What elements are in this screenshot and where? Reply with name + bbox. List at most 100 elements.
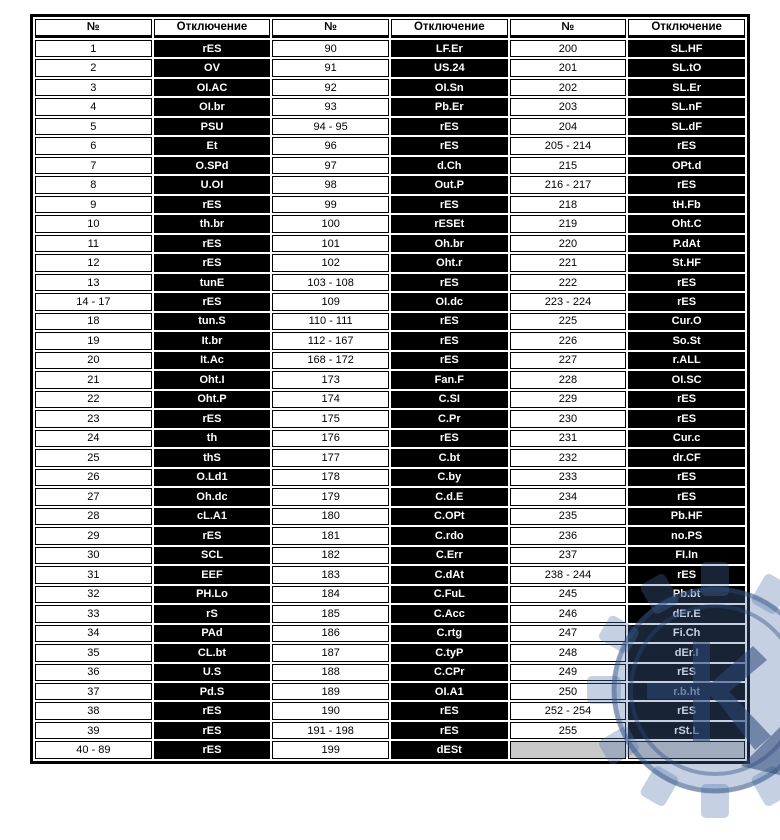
trip-number-cell: 201 — [509, 59, 627, 77]
trip-code-cell: CL.bt — [153, 644, 271, 662]
trip-code-cell: Oht.r — [390, 254, 508, 272]
table-row: 10 th.br 100 rESEt 219 Oht.C — [35, 215, 745, 233]
trip-number-cell: 231 — [509, 429, 627, 448]
table-row: 18 tun.S 110 - 111 rES 225 Cur.O — [35, 312, 745, 331]
trip-code-cell: rES — [390, 273, 508, 292]
trip-number-cell: 99 — [272, 195, 389, 214]
trip-code-cell: Cur.O — [628, 312, 745, 331]
column-header-trip: Отключение — [390, 19, 508, 38]
trip-number-cell: 14 - 17 — [35, 293, 152, 311]
trip-code-cell: rES — [628, 488, 745, 506]
trip-number-cell: 12 — [35, 254, 152, 272]
trip-number-cell: 183 — [272, 566, 389, 584]
trip-code-table: № Отключение № Отключение № Отключение 1… — [30, 14, 750, 764]
trip-number-cell: 94 - 95 — [272, 117, 389, 136]
trip-code-cell: rES — [153, 527, 271, 545]
table-row: 4 OI.br 93 Pb.Er 203 SL.nF — [35, 98, 745, 116]
trip-number-cell: 237 — [509, 546, 627, 565]
trip-number-cell: 19 — [35, 332, 152, 350]
trip-number-cell: 33 — [35, 605, 152, 623]
table-row: 39 rES 191 - 198 rES 255 rSt.L — [35, 721, 745, 740]
trip-number-cell: 184 — [272, 585, 389, 604]
trip-number-cell: 168 - 172 — [272, 351, 389, 370]
trip-number-cell: 223 - 224 — [509, 293, 627, 311]
trip-code-cell: OI.Sn — [390, 78, 508, 97]
trip-number-cell: 102 — [272, 254, 389, 272]
trip-code-cell: rES — [153, 195, 271, 214]
trip-number-cell: 200 — [509, 40, 627, 58]
trip-number-cell: 188 — [272, 663, 389, 681]
trip-code-cell: th — [153, 429, 271, 448]
trip-code-cell: rES — [153, 234, 271, 253]
empty-cell — [628, 741, 745, 759]
trip-number-cell: 24 — [35, 429, 152, 448]
trip-code-cell: PSU — [153, 117, 271, 136]
trip-code-cell: OI.AC — [153, 78, 271, 97]
trip-code-cell: rES — [390, 721, 508, 740]
trip-number-cell: 180 — [272, 507, 389, 526]
table-row: 31 EEF 183 C.dAt 238 - 244 rES — [35, 566, 745, 584]
trip-code-cell: It.br — [153, 332, 271, 350]
page: № Отключение № Отключение № Отключение 1… — [30, 14, 780, 818]
trip-code-cell: OI.br — [153, 98, 271, 116]
trip-number-cell: 21 — [35, 371, 152, 389]
trip-code-cell: rES — [153, 702, 271, 720]
trip-code-cell: OPt.d — [628, 156, 745, 175]
trip-code-cell: rES — [390, 332, 508, 350]
trip-code-cell: SCL — [153, 546, 271, 565]
trip-code-cell: PH.Lo — [153, 585, 271, 604]
trip-code-cell: SL.Er — [628, 78, 745, 97]
trip-number-cell: 204 — [509, 117, 627, 136]
table-row: 11 rES 101 Oh.br 220 P.dAt — [35, 234, 745, 253]
trip-number-cell: 110 - 111 — [272, 312, 389, 331]
trip-code-cell: C.dAt — [390, 566, 508, 584]
trip-code-cell: rESEt — [390, 215, 508, 233]
trip-number-cell: 218 — [509, 195, 627, 214]
trip-code-cell: OI.SC — [628, 371, 745, 389]
trip-number-cell: 4 — [35, 98, 152, 116]
trip-code-cell: Fan.F — [390, 371, 508, 389]
table-row: 23 rES 175 C.Pr 230 rES — [35, 410, 745, 428]
trip-code-cell: tunE — [153, 273, 271, 292]
trip-code-cell: rES — [390, 429, 508, 448]
trip-number-cell: 2 — [35, 59, 152, 77]
table-row: 6 Et 96 rES 205 - 214 rES — [35, 137, 745, 155]
trip-code-cell: rES — [628, 176, 745, 194]
trip-number-cell: 18 — [35, 312, 152, 331]
table-row: 25 thS 177 C.bt 232 dr.CF — [35, 449, 745, 467]
trip-code-cell: P.dAt — [628, 234, 745, 253]
trip-number-cell: 232 — [509, 449, 627, 467]
trip-number-cell: 189 — [272, 682, 389, 701]
table-row: 20 It.Ac 168 - 172 rES 227 r.ALL — [35, 351, 745, 370]
trip-number-cell: 13 — [35, 273, 152, 292]
trip-number-cell: 93 — [272, 98, 389, 116]
trip-code-cell: FI.In — [628, 546, 745, 565]
column-header-trip: Отключение — [628, 19, 745, 38]
trip-code-cell: Cur.c — [628, 429, 745, 448]
table-row: 1 rES 90 LF.Er 200 SL.HF — [35, 40, 745, 58]
trip-number-cell: 5 — [35, 117, 152, 136]
table-row: 22 Oht.P 174 C.SI 229 rES — [35, 390, 745, 409]
trip-code-cell: rES — [628, 293, 745, 311]
trip-code-cell: rES — [390, 702, 508, 720]
trip-number-cell: 98 — [272, 176, 389, 194]
trip-code-cell: C.FuL — [390, 585, 508, 604]
trip-code-cell: So.St — [628, 332, 745, 350]
trip-number-cell: 226 — [509, 332, 627, 350]
trip-code-cell: SL.tO — [628, 59, 745, 77]
trip-number-cell: 235 — [509, 507, 627, 526]
trip-number-cell: 25 — [35, 449, 152, 467]
trip-number-cell: 29 — [35, 527, 152, 545]
trip-number-cell: 90 — [272, 40, 389, 58]
trip-code-cell: cL.A1 — [153, 507, 271, 526]
table-row: 14 - 17 rES 109 OI.dc 223 - 224 rES — [35, 293, 745, 311]
trip-code-cell: rES — [628, 566, 745, 584]
table-row: 38 rES 190 rES 252 - 254 rES — [35, 702, 745, 720]
table-row: 8 U.OI 98 Out.P 216 - 217 rES — [35, 176, 745, 194]
table-body: 1 rES 90 LF.Er 200 SL.HF 2 OV 91 US.24 201 SL.tO 3 OI… — [35, 40, 745, 759]
table-row: 7 O.SPd 97 d.Ch 215 OPt.d — [35, 156, 745, 175]
table-row: 40 - 89 rES 199 dESt — [35, 741, 745, 759]
trip-code-cell: OV — [153, 59, 271, 77]
trip-number-cell: 30 — [35, 546, 152, 565]
